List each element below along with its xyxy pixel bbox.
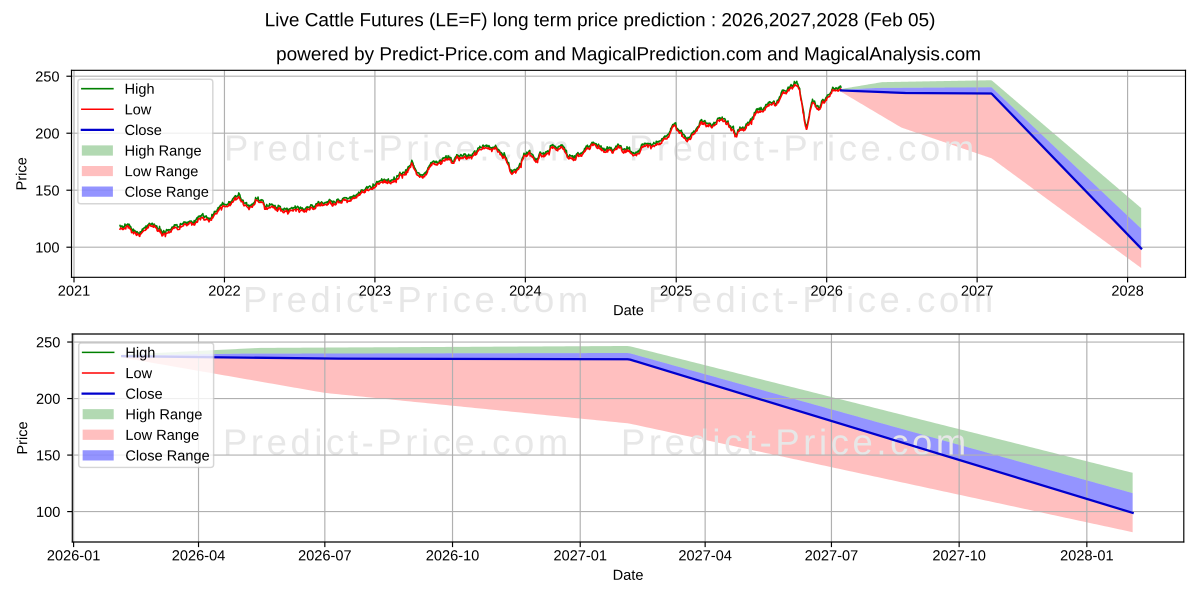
svg-text:Predict-Price.com: Predict-Price.com xyxy=(621,422,970,463)
svg-text:Predict-Price.com: Predict-Price.com xyxy=(223,422,572,463)
svg-text:Predict-Price.com: Predict-Price.com xyxy=(629,127,978,168)
svg-text:Predict-Price.com: Predict-Price.com xyxy=(648,279,997,320)
svg-text:Predict-Price.com: Predict-Price.com xyxy=(224,127,573,168)
svg-text:Predict-Price.com: Predict-Price.com xyxy=(243,279,592,320)
